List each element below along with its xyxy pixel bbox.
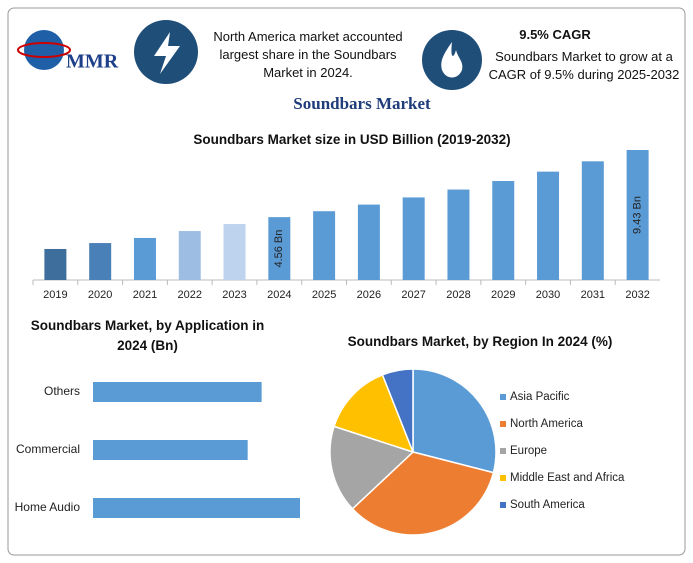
chart-title: Soundbars Market size in USD Billion (20… xyxy=(193,132,511,147)
main-title: Soundbars Market xyxy=(293,94,431,113)
bar xyxy=(357,204,380,280)
x-tick-label: 2025 xyxy=(312,289,336,301)
bar xyxy=(93,440,248,460)
pie-slice xyxy=(381,368,414,453)
value-label: 4.56 Bn xyxy=(273,230,285,268)
bar xyxy=(537,171,560,280)
logo-globe xyxy=(24,30,64,70)
x-tick-label: 2022 xyxy=(178,289,202,301)
legend-swatch xyxy=(500,448,506,454)
info-text: North America market accounted largest s… xyxy=(213,29,403,80)
x-tick-label: 2021 xyxy=(133,289,157,301)
bar xyxy=(93,382,262,402)
flame-icon xyxy=(441,42,463,78)
y-tick-label: Commercial xyxy=(16,442,80,456)
pie-slice xyxy=(333,373,415,454)
x-tick-label: 2024 xyxy=(267,289,291,301)
x-tick-label: 2027 xyxy=(401,289,425,301)
legend-swatch xyxy=(500,421,506,427)
chart-title: Soundbars Market, by Region In 2024 (%) xyxy=(347,334,613,349)
logo-ring xyxy=(17,42,71,58)
x-tick-label: 2019 xyxy=(43,289,67,301)
pie-slice xyxy=(351,451,495,536)
bolt-icon xyxy=(154,32,180,74)
bar xyxy=(626,150,649,280)
bar xyxy=(44,248,67,280)
legend-swatch xyxy=(500,502,506,508)
x-tick-label: 2030 xyxy=(536,289,560,301)
bar xyxy=(268,217,291,280)
legend-label: Middle East and Africa xyxy=(510,472,625,484)
bar xyxy=(313,211,336,280)
bar xyxy=(93,498,300,518)
bar xyxy=(447,189,470,280)
frame xyxy=(7,7,686,556)
pie-slice xyxy=(329,425,415,510)
legend-label: Asia Pacific xyxy=(510,391,570,403)
bar xyxy=(223,224,246,280)
pie-slice xyxy=(412,368,497,474)
legend-label: North America xyxy=(510,418,583,430)
x-tick-label: 2032 xyxy=(625,289,649,301)
legend-label: South America xyxy=(510,499,585,511)
x-tick-label: 2029 xyxy=(491,289,515,301)
cagr-text: Soundbars Market to grow at a CAGR of 9.… xyxy=(488,49,680,82)
cagr-title: 9.5% CAGR xyxy=(519,27,591,42)
legend-swatch xyxy=(500,475,506,481)
bar xyxy=(581,161,604,280)
bar xyxy=(178,231,201,280)
bar xyxy=(492,181,515,280)
x-tick-label: 2026 xyxy=(357,289,381,301)
bar xyxy=(402,197,425,280)
x-tick-label: 2023 xyxy=(222,289,246,301)
x-tick-label: 2031 xyxy=(581,289,605,301)
y-tick-label: Home Audio xyxy=(15,500,81,514)
y-tick-label: Others xyxy=(44,384,80,398)
legend-swatch xyxy=(500,394,506,400)
logo-text: MMR xyxy=(66,51,119,73)
bar xyxy=(89,243,112,280)
value-label: 9.43 Bn xyxy=(632,196,644,234)
x-tick-label: 2020 xyxy=(88,289,112,301)
legend-label: Europe xyxy=(510,445,547,457)
chart-title: Soundbars Market, by Application in 2024… xyxy=(30,318,265,353)
x-tick-label: 2028 xyxy=(446,289,470,301)
bar xyxy=(133,237,156,280)
